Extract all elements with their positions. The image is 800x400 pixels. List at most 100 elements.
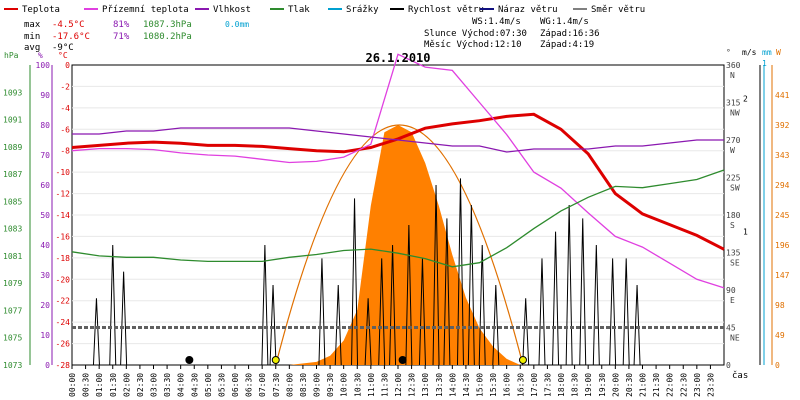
direction-tick: 270: [726, 136, 741, 145]
pressure-unit: hPa: [4, 51, 19, 60]
pressure-tick: 1085: [3, 197, 22, 206]
solar-tick: 98: [775, 301, 785, 310]
x-tick-label: 12:00: [394, 373, 403, 397]
pressure-tick: 1077: [3, 306, 22, 315]
wind-spike: [364, 298, 372, 366]
x-tick-label: 11:30: [380, 373, 389, 397]
wind-spike: [492, 284, 500, 366]
x-tick-label: 01:30: [109, 373, 118, 397]
wind-spike: [609, 258, 617, 366]
direction-tick: 0: [726, 361, 731, 370]
x-tick-label: 19:00: [584, 373, 593, 397]
temperature-tick: -10: [56, 168, 71, 177]
solar-tick: 196: [775, 241, 790, 250]
x-tick-label: 12:30: [408, 373, 417, 397]
x-axis-label: čas: [732, 370, 748, 381]
temperature-tick: -28: [56, 361, 71, 370]
legend-label: Rychlost větru: [408, 5, 484, 15]
x-tick-label: 07:00: [258, 373, 267, 397]
legend-label: Tlak: [288, 5, 310, 15]
x-tick-label: 05:00: [204, 373, 213, 397]
direction-label: NE: [730, 334, 740, 343]
legend-label: Směr větru: [591, 5, 645, 15]
legend: Teplota Přízemní teplota Vlhkost Tlak Srážky…: [4, 5, 645, 15]
x-tick-label: 04:30: [190, 373, 199, 397]
wind-spike: [456, 178, 464, 366]
direction-tick: 45: [726, 324, 736, 333]
wind-spike: [334, 284, 342, 366]
pressure-tick: 1079: [3, 279, 22, 288]
sun-set-info: Západ:16:36: [540, 29, 600, 39]
wind-unit: m/s: [742, 48, 757, 57]
humidity-tick: 70: [40, 151, 50, 160]
sun-arc: [275, 124, 524, 366]
legend-label: Teplota: [22, 5, 60, 15]
x-tick-label: 08:00: [285, 373, 294, 397]
temperature-tick: -8: [60, 147, 70, 156]
x-tick-label: 21:00: [639, 373, 648, 397]
sun-set-marker: [518, 356, 527, 364]
x-tick-label: 08:30: [299, 373, 308, 397]
pressure-tick: 1083: [3, 225, 22, 234]
series-line-humidity: [72, 127, 724, 153]
x-tick-label: 09:30: [326, 373, 335, 397]
direction-unit: °: [726, 48, 731, 57]
direction-tick: 90: [726, 286, 736, 295]
x-tick-label: 18:30: [571, 373, 580, 397]
temperature-tick: -12: [56, 190, 71, 199]
pressure-tick: 1073: [3, 361, 22, 370]
temperature-tick: -16: [56, 232, 71, 241]
humidity-tick: 60: [40, 181, 50, 190]
humidity-tick: 90: [40, 91, 50, 100]
x-tick-label: 09:00: [313, 373, 322, 397]
humidity-unit: %: [38, 51, 43, 60]
rain-unit: mm: [762, 48, 772, 57]
pressure-tick: 1089: [3, 143, 22, 152]
direction-label: W: [730, 146, 735, 155]
temperature-tick: -22: [56, 297, 71, 306]
x-tick-label: 06:00: [231, 373, 240, 397]
x-tick-label: 17:30: [543, 373, 552, 397]
x-tick-label: 03:00: [150, 373, 159, 397]
wind-spike: [261, 244, 269, 366]
x-tick-label: 10:30: [353, 373, 362, 397]
direction-label: E: [730, 296, 735, 305]
x-tick-label: 16:30: [516, 373, 525, 397]
x-tick-label: 07:30: [272, 373, 281, 397]
x-tick-label: 10:00: [340, 373, 349, 397]
plot-area: [71, 53, 725, 366]
humidity-tick: 100: [36, 61, 51, 70]
wind-spike: [579, 218, 587, 366]
wind-spike: [622, 258, 630, 366]
wind-spike: [405, 224, 413, 366]
stats-max-rain: 0.0mm: [225, 20, 249, 29]
x-tick-label: 00:30: [82, 373, 91, 397]
stats-max-label: max: [24, 20, 41, 30]
direction-tick: 360: [726, 61, 741, 70]
pressure-tick: 1081: [3, 252, 22, 261]
wind-spike: [633, 284, 641, 366]
x-tick-label: 01:00: [95, 373, 104, 397]
series-line-temperature: [71, 112, 725, 251]
wind-tick: 2: [743, 94, 748, 103]
humidity-tick: 20: [40, 301, 50, 310]
temperature-tick: -4: [60, 104, 70, 113]
legend-label: Náraz větru: [498, 5, 558, 15]
legend-label: Vlhkost: [213, 5, 251, 15]
wind-spike: [478, 244, 486, 366]
stats-panel: max -4.5°C 81% 1087.3hPa 0.0mm min -17.6…: [24, 20, 249, 53]
x-tick-label: 03:30: [163, 373, 172, 397]
stats-max-temp: -4.5°C: [52, 20, 85, 30]
wind-spike: [432, 184, 440, 366]
x-tick-label: 15:00: [476, 373, 485, 397]
solar-tick: 441: [775, 91, 790, 100]
solar-tick: 294: [775, 181, 790, 190]
humidity-tick: 40: [40, 241, 50, 250]
x-tick-label: 06:30: [245, 373, 254, 397]
direction-label: N: [730, 71, 735, 80]
x-tick-label: 02:00: [122, 373, 131, 397]
series-line-pressure: [71, 169, 725, 268]
series-line-temperature: [71, 53, 725, 289]
x-tick-label: 14:30: [462, 373, 471, 397]
